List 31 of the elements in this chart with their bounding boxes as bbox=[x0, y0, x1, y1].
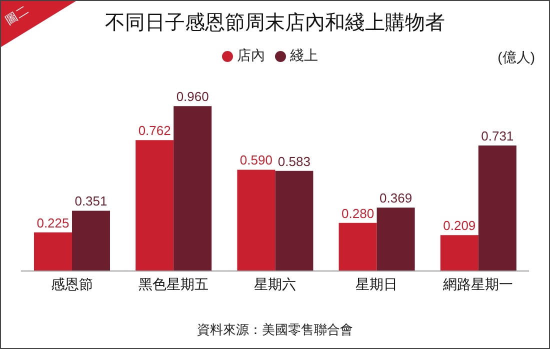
bar bbox=[174, 106, 212, 271]
bar bbox=[338, 222, 377, 271]
data-label: 0.280 bbox=[342, 206, 374, 221]
data-label: 0.960 bbox=[176, 89, 209, 104]
data-label: 0.369 bbox=[380, 190, 412, 206]
bar bbox=[478, 146, 516, 271]
bar bbox=[275, 170, 314, 271]
x-tick-label: 星期六 bbox=[254, 276, 296, 292]
data-label: 0.583 bbox=[278, 154, 310, 169]
x-tick-label: 星期日 bbox=[356, 276, 398, 292]
data-label: 0.731 bbox=[481, 128, 514, 144]
y-axis-title: (億人) bbox=[498, 49, 535, 67]
bar bbox=[376, 208, 415, 271]
text: 圖二 bbox=[2, 2, 32, 30]
data-label: 0.351 bbox=[74, 194, 108, 209]
bar bbox=[136, 140, 174, 271]
bar bbox=[34, 232, 72, 271]
data-label: 0.590 bbox=[240, 152, 272, 168]
chart-title: 不同日子感恩節周末店內和綫上購物者 bbox=[105, 12, 445, 34]
x-tick-label: 感恩節 bbox=[50, 276, 93, 292]
bar bbox=[237, 170, 276, 271]
source-note: 資料來源：美國零售聯合會 bbox=[196, 321, 354, 339]
data-label: 0.225 bbox=[36, 215, 70, 230]
bar bbox=[72, 210, 110, 271]
x-tick-label: 網路星期一 bbox=[442, 276, 514, 292]
data-label: 0.209 bbox=[443, 218, 476, 234]
bar bbox=[440, 235, 478, 271]
x-tick-label: 黑色星期五 bbox=[138, 276, 208, 292]
legend-label: 綫上 bbox=[290, 47, 318, 63]
legend-label: 店內 bbox=[237, 47, 265, 63]
data-label: 0.762 bbox=[138, 123, 171, 138]
